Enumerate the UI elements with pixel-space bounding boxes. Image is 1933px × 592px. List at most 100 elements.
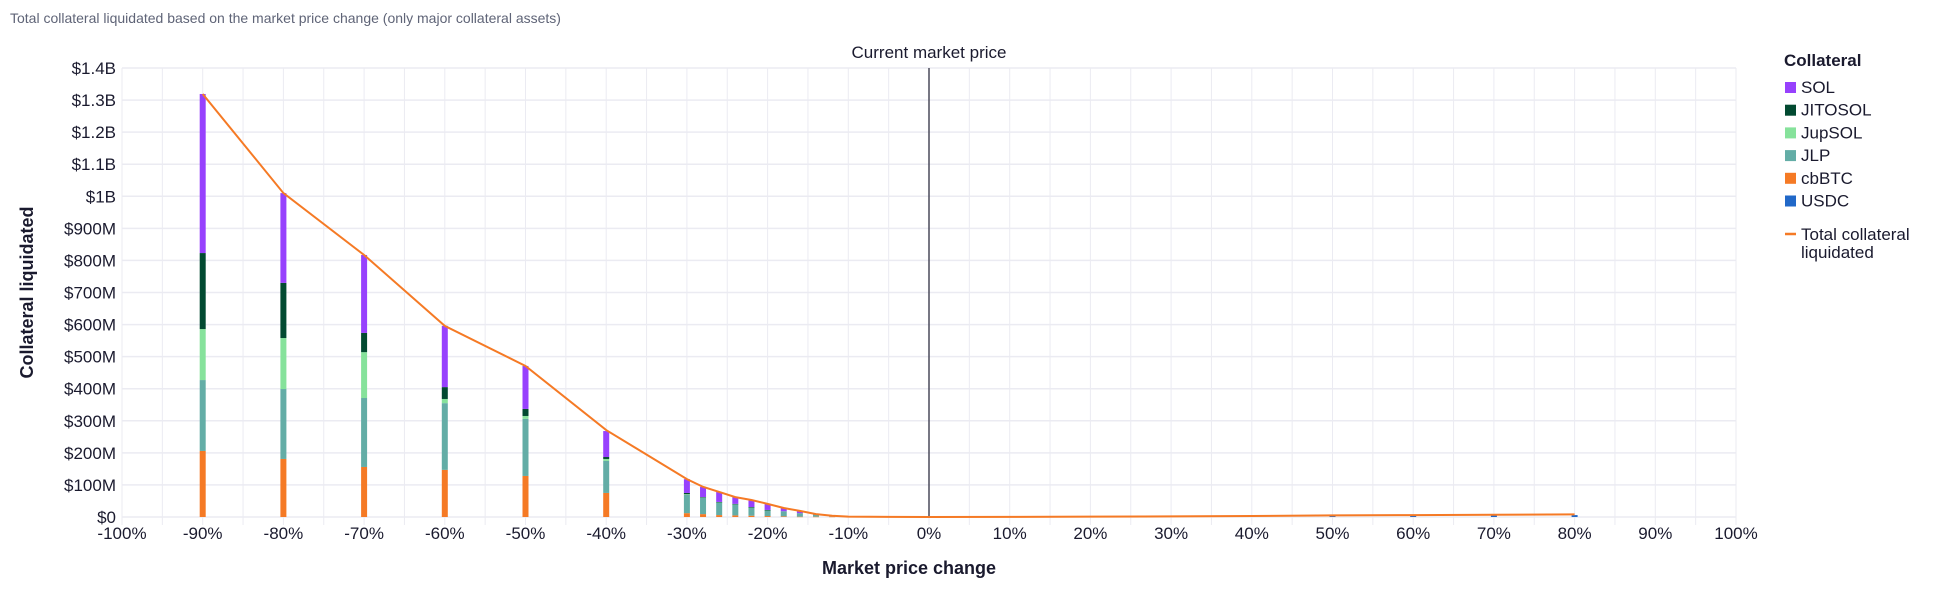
bar-segment-sol — [732, 497, 739, 504]
bar-segment-jupsol — [361, 352, 368, 399]
legend-label-jlp: JLP — [1801, 146, 1830, 165]
y-tick-label: $700M — [64, 284, 116, 303]
bar-segment-usdc — [1329, 516, 1336, 517]
x-tick-label: 50% — [1315, 524, 1349, 543]
bar-segment-jitosol — [603, 457, 610, 459]
bar-segment-sol — [700, 486, 707, 498]
y-tick-label: $1B — [86, 187, 116, 206]
x-tick-label: 30% — [1154, 524, 1188, 543]
bar-segment-jupsol — [441, 398, 448, 404]
bar-segment-jitosol — [280, 282, 287, 339]
bar-segment-jupsol — [603, 458, 610, 461]
bar-segment-jitosol — [361, 332, 368, 353]
bar-segment-sol — [441, 325, 448, 388]
y-tick-label: $1.3B — [72, 91, 116, 110]
bar-segment-jlp — [716, 502, 723, 516]
bar-segment-jlp — [700, 497, 707, 515]
bar-segment-jitosol — [199, 253, 206, 330]
bar-segment-jlp — [796, 513, 803, 517]
bar-segment-jupsol — [683, 494, 690, 495]
bar-segment-cbbtc — [813, 516, 820, 518]
bar-segment-sol — [796, 510, 803, 514]
current-price-label: Current market price — [852, 43, 1007, 62]
bar-segment-jupsol — [522, 415, 529, 419]
x-tick-label: 10% — [993, 524, 1027, 543]
x-axis-label: Market price change — [822, 558, 996, 578]
x-tick-label: -10% — [828, 524, 868, 543]
legend-label-jupsol: JupSOL — [1801, 123, 1862, 142]
bar-segment-jupsol — [716, 502, 723, 503]
bar-segment-cbbtc — [700, 514, 707, 517]
bar-segment-jitosol — [716, 501, 723, 503]
bar-segment-cbbtc — [732, 515, 739, 517]
bar-segment-sol — [716, 491, 723, 502]
bar-segment-sol — [683, 479, 690, 493]
x-tick-label: 80% — [1558, 524, 1592, 543]
y-tick-label: $500M — [64, 348, 116, 367]
bar-segment-jupsol — [280, 338, 287, 390]
bar-segment-cbbtc — [796, 516, 803, 518]
y-tick-label: $100M — [64, 476, 116, 495]
x-tick-label: -50% — [506, 524, 546, 543]
y-tick-label: $0 — [97, 508, 116, 527]
bar-segment-sol — [764, 503, 771, 510]
x-tick-label: 40% — [1235, 524, 1269, 543]
bar-segment-jupsol — [732, 504, 739, 505]
bar-segment-sol — [780, 508, 787, 512]
bar-segment-cbbtc — [780, 516, 787, 517]
bar-segment-usdc — [1571, 515, 1578, 517]
bar-segment-jlp — [748, 507, 755, 516]
x-tick-label: -80% — [264, 524, 304, 543]
bar-segment-jlp — [780, 511, 787, 517]
bar-segment-sol — [199, 93, 206, 254]
y-tick-label: $200M — [64, 444, 116, 463]
x-tick-label: -30% — [667, 524, 707, 543]
legend-label-jitosol: JITOSOL — [1801, 101, 1872, 120]
bar-segment-jupsol — [700, 497, 707, 498]
bar-segment-cbbtc — [716, 515, 723, 517]
legend-swatch-sol — [1785, 82, 1796, 93]
y-tick-label: $400M — [64, 380, 116, 399]
bar-segment-jlp — [199, 380, 206, 451]
y-tick-label: $1.2B — [72, 123, 116, 142]
bar-segment-cbbtc — [441, 469, 448, 517]
bar-segment-jitosol — [683, 492, 690, 495]
legend-swatch-jupsol — [1785, 127, 1796, 139]
x-tick-label: 90% — [1638, 524, 1672, 543]
bar-segment-jlp — [764, 510, 771, 517]
legend-label-total-1: Total collateral — [1801, 225, 1910, 244]
bar-segment-cbbtc — [280, 458, 287, 517]
bar-segment-sol — [603, 431, 610, 458]
legend-swatch-cbbtc — [1785, 172, 1796, 184]
bar-segment-jlp — [522, 418, 529, 476]
x-tick-label: 60% — [1396, 524, 1430, 543]
chart-subtitle: Total collateral liquidated based on the… — [10, 10, 561, 26]
bar-segment-jitosol — [732, 503, 739, 505]
y-tick-label: $300M — [64, 412, 116, 431]
bar-segment-cbbtc — [522, 475, 529, 517]
bar-segment-sol — [748, 500, 755, 508]
bar-segment-cbbtc — [603, 492, 610, 517]
bar-segment-jupsol — [199, 329, 206, 381]
x-tick-label: -100% — [97, 524, 146, 543]
x-tick-label: 100% — [1714, 524, 1757, 543]
x-tick-label: -70% — [344, 524, 384, 543]
x-tick-label: 70% — [1477, 524, 1511, 543]
legend-label-cbbtc: cbBTC — [1801, 169, 1853, 188]
x-tick-label: -60% — [425, 524, 465, 543]
bar-segment-jitosol — [522, 408, 529, 416]
y-tick-label: $800M — [64, 251, 116, 270]
y-tick-label: $1.4B — [72, 59, 116, 78]
bar-segment-jitosol — [748, 507, 755, 508]
bar-segment-cbbtc — [683, 513, 690, 517]
total-collateral-line — [201, 93, 1575, 519]
bar-segment-jlp — [813, 514, 820, 517]
bar-segment-cbbtc — [361, 466, 368, 517]
bar-segment-jlp — [732, 504, 739, 516]
bar-segment-jlp — [683, 494, 690, 514]
bar-segment-usdc — [1490, 515, 1497, 517]
bar-segment-usdc — [1410, 515, 1417, 517]
y-axis-label: Collateral liquidated — [17, 206, 37, 378]
bar-segment-jlp — [441, 403, 448, 470]
